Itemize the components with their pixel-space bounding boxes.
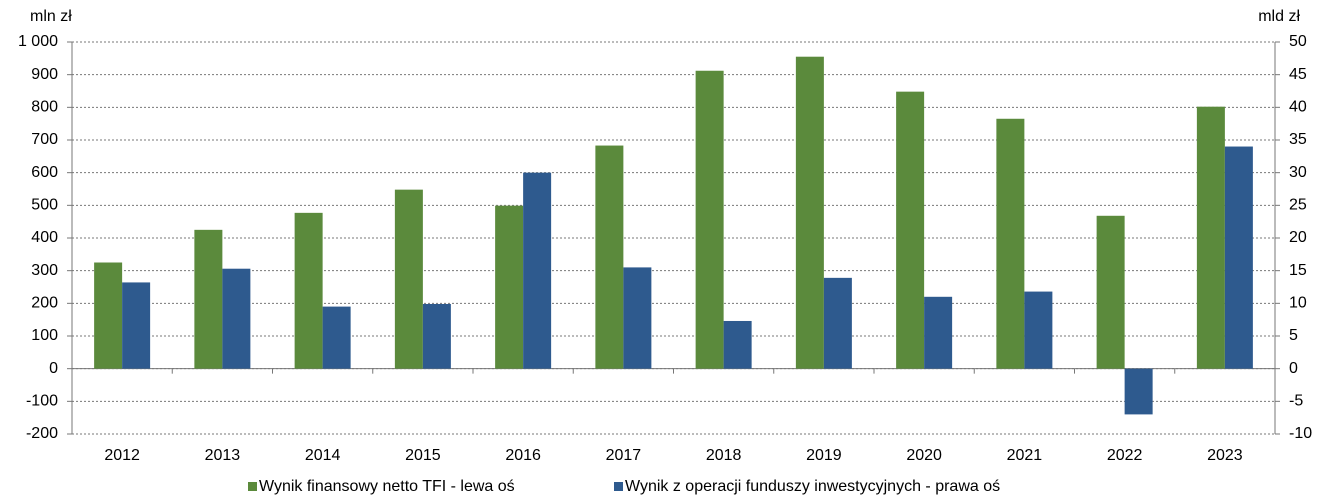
- y2-tick-label: 50: [1289, 33, 1307, 50]
- y2-tick-label: 35: [1289, 131, 1307, 148]
- x-tick-label: 2020: [906, 447, 942, 464]
- bar: [795, 56, 824, 369]
- y-tick-label: -100: [26, 393, 58, 410]
- y2-axis-label: mld zł: [1258, 8, 1300, 25]
- bar: [1024, 291, 1053, 369]
- y-tick-label: 0: [49, 360, 58, 377]
- bar: [1224, 146, 1253, 369]
- y-tick-label: 300: [31, 262, 58, 279]
- bar: [394, 189, 423, 369]
- y2-tick-label: 15: [1289, 262, 1307, 279]
- y2-tick-label: 20: [1289, 229, 1307, 246]
- y2-tick-label: -5: [1289, 393, 1303, 410]
- bar: [495, 205, 524, 369]
- bar: [996, 118, 1025, 369]
- x-tick-label: 2017: [606, 447, 642, 464]
- bar: [194, 229, 223, 369]
- bar: [122, 282, 151, 369]
- x-tick-label: 2019: [806, 447, 842, 464]
- bar: [896, 91, 925, 369]
- x-tick-label: 2012: [104, 447, 140, 464]
- y-tick-label: 800: [31, 99, 58, 116]
- y2-tick-label: 10: [1289, 295, 1307, 312]
- x-tick-label: 2021: [1007, 447, 1043, 464]
- y-tick-label: 200: [31, 295, 58, 312]
- bar: [94, 262, 123, 369]
- y-tick-label: 700: [31, 131, 58, 148]
- y2-tick-label: 5: [1289, 327, 1298, 344]
- y2-tick-label: 45: [1289, 66, 1307, 83]
- y-tick-label: 1 000: [18, 33, 58, 50]
- bar: [595, 145, 624, 369]
- y-axis-label: mln zł: [30, 8, 72, 25]
- y2-tick-label: 40: [1289, 99, 1307, 116]
- y-tick-label: 900: [31, 66, 58, 83]
- bar: [322, 306, 351, 369]
- x-tick-label: 2013: [205, 447, 241, 464]
- legend-swatch: [614, 482, 623, 491]
- y2-tick-label: 25: [1289, 197, 1307, 214]
- y-tick-label: -200: [26, 425, 58, 442]
- bar: [222, 268, 251, 369]
- x-tick-label: 2016: [505, 447, 541, 464]
- bar: [695, 70, 724, 369]
- bar: [1124, 368, 1153, 415]
- bar: [523, 172, 552, 369]
- y-tick-label: 600: [31, 164, 58, 181]
- bar: [294, 212, 323, 369]
- legend-swatch: [248, 482, 257, 491]
- x-tick-label: 2014: [305, 447, 341, 464]
- bar: [1196, 106, 1225, 369]
- y2-tick-label: 30: [1289, 164, 1307, 181]
- bar: [623, 267, 652, 369]
- bar: [1096, 215, 1125, 369]
- bar: [422, 303, 451, 369]
- x-tick-label: 2015: [405, 447, 441, 464]
- y2-tick-label: -10: [1289, 425, 1312, 442]
- bar: [823, 277, 852, 369]
- bar: [723, 320, 752, 369]
- bar: [924, 296, 953, 369]
- y-tick-label: 400: [31, 229, 58, 246]
- x-tick-label: 2022: [1107, 447, 1143, 464]
- legend-label: Wynik z operacji funduszy inwestycyjnych…: [625, 478, 1000, 495]
- x-tick-label: 2018: [706, 447, 742, 464]
- y2-tick-label: 0: [1289, 360, 1298, 377]
- x-tick-label: 2023: [1207, 447, 1243, 464]
- y-tick-label: 100: [31, 327, 58, 344]
- y-tick-label: 500: [31, 197, 58, 214]
- legend-label: Wynik finansowy netto TFI - lewa oś: [259, 478, 515, 495]
